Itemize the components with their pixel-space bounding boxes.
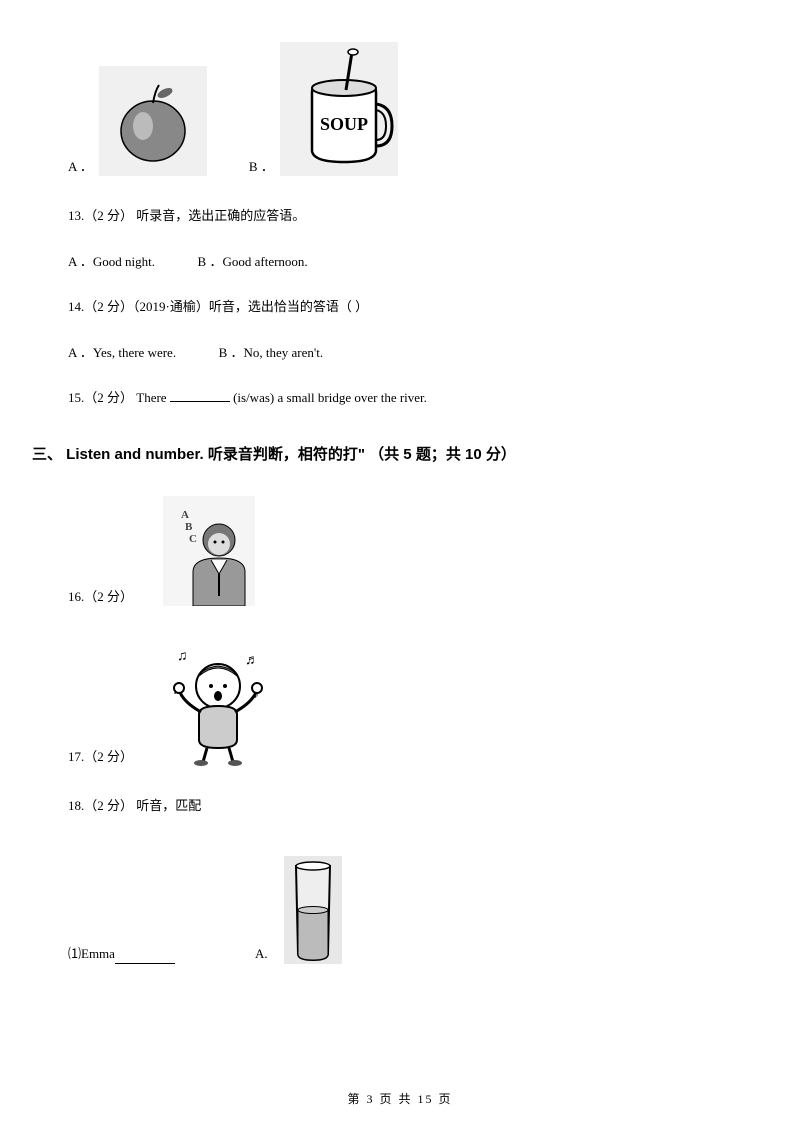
svg-text:♫: ♫ [177, 649, 188, 664]
q13-options: A ．Good night. B ．Good afternoon. [68, 252, 732, 272]
q18-sub1-row: ⑴Emma A. [68, 856, 732, 964]
q14-opt-a: A ．Yes, there were. [68, 345, 176, 360]
q18-sub1-blank[interactable] [115, 950, 175, 964]
q15-before: 15.（2 分） There [68, 390, 170, 405]
q17-row: 17.（2 分） ♫ ♬ ♪ ♪ [68, 636, 732, 766]
teacher-image: A B C [163, 496, 255, 606]
q14-stem: 14.（2 分）（2019·通榆）听音，选出恰当的答语（ ） [68, 297, 732, 317]
q15-blank[interactable] [170, 388, 230, 402]
q13-opt-b: B ．Good afternoon. [198, 254, 308, 269]
singing-child-image: ♫ ♬ ♪ ♪ [163, 636, 273, 766]
apple-image [99, 66, 207, 176]
option-a-label: A ． [68, 157, 93, 177]
soup-mug-image: SOUP [280, 42, 398, 176]
q18-sub1-optA: A. [255, 944, 268, 964]
glass-image [284, 856, 342, 964]
image-choice-row: A ． B ． SOUP [68, 42, 732, 176]
q16-stem: 16.（2 分） [68, 587, 133, 607]
soup-text: SOUP [320, 114, 368, 134]
svg-text:♬: ♬ [245, 653, 259, 668]
page-footer: 第 3 页 共 15 页 [0, 1090, 800, 1108]
svg-text:A: A [181, 509, 189, 521]
q17-stem: 17.（2 分） [68, 747, 133, 767]
svg-text:B: B [185, 521, 193, 533]
option-b-label: B ． [249, 157, 274, 177]
q13-opt-a: A ．Good night. [68, 254, 155, 269]
q16-row: 16.（2 分） A B C [68, 496, 732, 606]
q18-sub1-before: ⑴Emma [68, 944, 115, 964]
q18-stem: 18.（2 分） 听音，匹配 [68, 796, 732, 816]
q15-after: (is/was) a small bridge over the river. [230, 390, 427, 405]
svg-text:C: C [189, 533, 197, 545]
q14-options: A ．Yes, there were. B ．No, they aren't. [68, 343, 732, 363]
q15-stem: 15.（2 分） There (is/was) a small bridge o… [68, 388, 732, 408]
q13-stem: 13.（2 分） 听录音，选出正确的应答语。 [68, 206, 732, 226]
q14-opt-b: B ．No, they aren't. [219, 345, 324, 360]
section-3-header: 三、 Listen and number. 听录音判断，相符的打" （共 5 题… [32, 444, 732, 467]
